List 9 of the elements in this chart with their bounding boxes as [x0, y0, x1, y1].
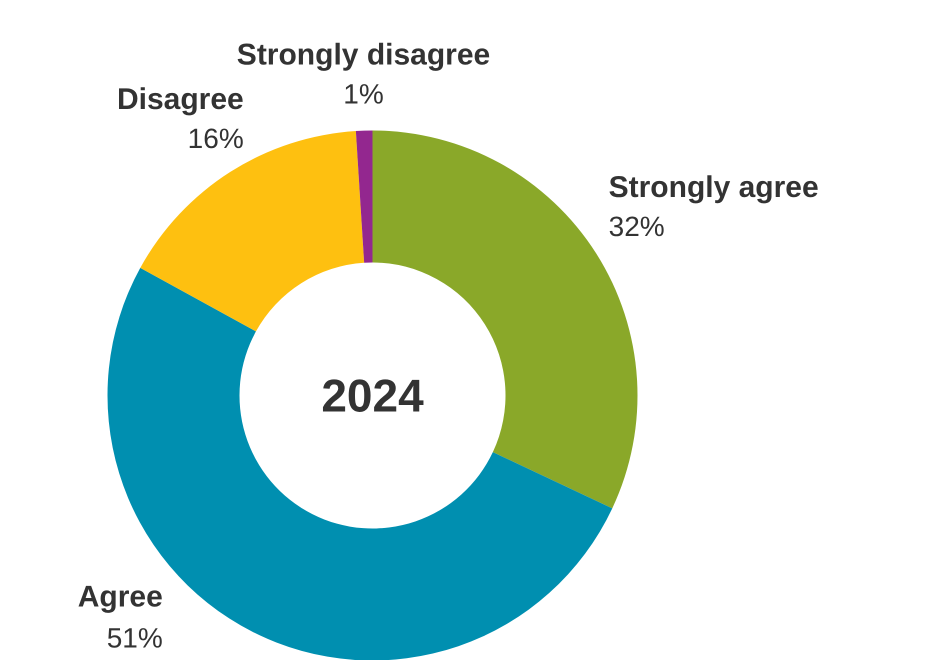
slice-label: Strongly disagree [236, 38, 490, 72]
slice-label: Disagree [116, 82, 244, 116]
slice-label: Strongly agree [608, 171, 819, 204]
data-label: 32% [608, 211, 665, 242]
data-label: 51% [106, 622, 163, 654]
text: 2024 [321, 370, 424, 422]
data-label: 16% [188, 122, 244, 154]
slice-label: Agree [78, 580, 163, 614]
data-label: 1% [343, 78, 384, 110]
